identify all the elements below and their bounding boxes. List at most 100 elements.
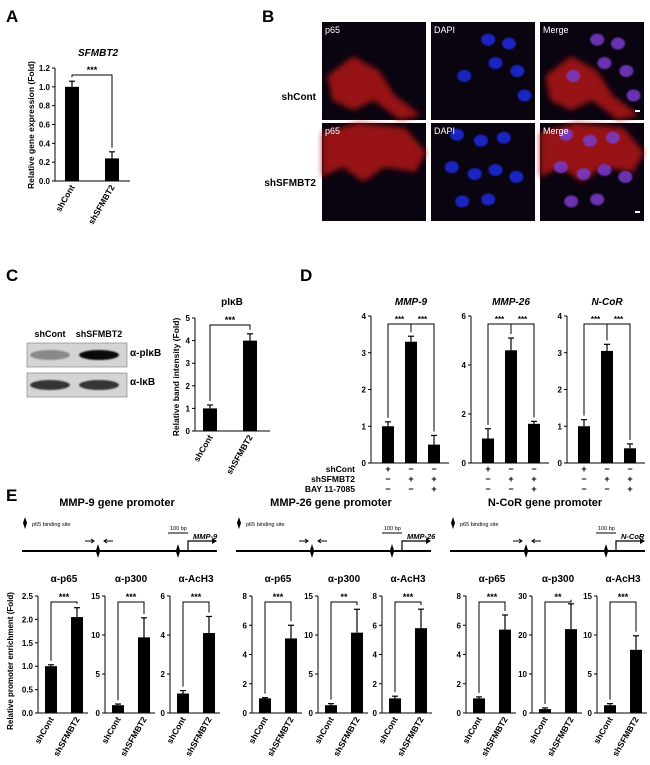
panel-d-ytick-label: 4 (558, 312, 563, 321)
nucleus (473, 134, 488, 147)
micrograph-channel-label: Merge (543, 126, 569, 136)
panel-a-ytick-label: 0.6 (39, 121, 51, 130)
panel-e-category-label: shCont (376, 715, 399, 745)
panel-e-ytick-label: 0 (523, 709, 528, 718)
panel-d-significance-bracket (510, 323, 535, 418)
panel-e-bar (539, 709, 551, 713)
panel-d-ytick-label: 4 (462, 361, 467, 370)
panel-e-bar (71, 617, 83, 713)
condition-label-shcont: shCont (326, 464, 355, 474)
panel-e-significance-bracket (544, 599, 572, 704)
panel-e-bar (325, 705, 337, 713)
panel-e-category-label: shSFMBT2 (265, 715, 296, 758)
panel-e-chart-title: α-p65 (265, 574, 292, 585)
panel-a-bar (105, 158, 119, 181)
panel-e-bar (351, 632, 363, 713)
panel-c-significance-label: *** (225, 315, 236, 325)
panel-e-category-label: shCont (164, 715, 187, 745)
condition-sign: − (604, 464, 609, 474)
panel-e-significance-label: *** (126, 592, 137, 602)
condition-sign: − (531, 464, 536, 474)
panel-a-chart: SFMBT2 Relative gene expression (Fold) 0… (26, 48, 130, 226)
panel-e-bar (389, 698, 401, 713)
panel-b-row-label-shcont: shCont (282, 92, 317, 103)
panel-a-ytick-label: 1.0 (39, 83, 51, 92)
panel-e-category-label: shSFMBT2 (610, 715, 641, 758)
panel-a-title: SFMBT2 (78, 48, 118, 59)
panel-c-title: pIκB (221, 297, 243, 308)
condition-sign: − (385, 484, 390, 494)
nucleus (626, 89, 641, 102)
panel-e-ytick-label: 30 (518, 592, 527, 601)
condition-sign: + (508, 474, 513, 484)
condition-sign: + (431, 484, 436, 494)
binding-site-marker (175, 544, 181, 558)
nucleus (509, 170, 524, 183)
panel-e-chart-title: α-p300 (328, 574, 361, 585)
promoter-title: N-CoR gene promoter (488, 497, 603, 509)
panel-e-significance-bracket (182, 601, 210, 687)
panel-e-ytick-label: 1.0 (22, 662, 34, 671)
panel-e-significance-bracket (50, 601, 78, 661)
panel-e-bar (565, 629, 577, 713)
panel-e-bar (285, 638, 297, 713)
panel-d-significance-bracket (410, 323, 435, 432)
blot-band-label-pikb: α-pIκB (130, 348, 161, 359)
panel-e-ytick-label: 8 (373, 592, 378, 601)
panel-a-significance-bracket (71, 74, 113, 148)
panel-c-ytick-label: 5 (186, 314, 191, 323)
panel-e-ytick-label: 4 (373, 651, 378, 660)
micrograph-row1-merge: Merge (540, 22, 644, 120)
panel-e-ytick-label: 0 (588, 709, 593, 718)
panel-e-chart-title: α-AcH3 (390, 574, 425, 585)
panel-c-significance-bracket (209, 324, 251, 402)
panel-e-bar (473, 698, 485, 713)
panel-d-bar (482, 438, 494, 463)
panel-e-bar (203, 633, 215, 713)
panel-e-ytick-label: 0 (457, 709, 462, 718)
panel-e-category-label: shSFMBT2 (545, 715, 576, 758)
binding-site-legend-label: p65 binding site (32, 522, 71, 528)
panel-e-bar (259, 698, 271, 713)
nucleus (444, 161, 459, 174)
nucleus (450, 128, 464, 141)
binding-site-legend-label: p65 binding site (460, 522, 499, 528)
panel-e-chart-title: α-p65 (479, 574, 506, 585)
nucleus (488, 57, 503, 70)
panel-e-ytick-label: 6 (373, 621, 378, 630)
panel-d-title: MMP-26 (492, 297, 530, 308)
panel-letter-e: E (6, 486, 17, 505)
nucleus (590, 33, 605, 46)
panel-e-chart-title: α-p65 (51, 574, 78, 585)
nucleus (566, 69, 581, 82)
panel-c-ytick-label: 2 (186, 382, 191, 391)
panel-e-ytick-label: 2.0 (22, 615, 34, 624)
micrograph-row2-merge: Merge (540, 123, 644, 221)
panel-e-significance-label: *** (487, 592, 498, 602)
panel-e-bar (499, 629, 511, 713)
panel-d-bar (428, 444, 440, 463)
binding-site-marker (95, 544, 101, 558)
panel-e-category-label: shCont (591, 715, 614, 745)
condition-sign: + (385, 464, 390, 474)
panel-e-significance-label: *** (403, 592, 414, 602)
panel-e-ytick-label: 2.5 (22, 592, 34, 601)
nucleus (496, 131, 511, 144)
promoter-diagram-1: MMP-9 gene promoter p65 binding site 100 b… (22, 497, 218, 558)
nucleus (619, 65, 634, 77)
panel-e-chart-title: α-AcH3 (605, 574, 640, 585)
panel-c-ytick-label: 3 (186, 359, 191, 368)
panel-c-bar (203, 408, 217, 431)
blot-lane-label-shsfmbt2: shSFMBT2 (76, 329, 123, 339)
panel-e-category-label: shSFMBT2 (395, 715, 426, 758)
panel-e-bar (138, 637, 150, 713)
condition-label-bay: BAY 11-7085 (305, 484, 355, 494)
panel-a-ytick-label: 0.4 (39, 139, 51, 148)
panel-e-bar (415, 628, 427, 713)
panel-letter-b: B (262, 7, 274, 26)
condition-sign: + (485, 464, 490, 474)
panel-e-ytick-label: 8 (457, 592, 462, 601)
panel-e-chart-title: α-p300 (542, 574, 575, 585)
